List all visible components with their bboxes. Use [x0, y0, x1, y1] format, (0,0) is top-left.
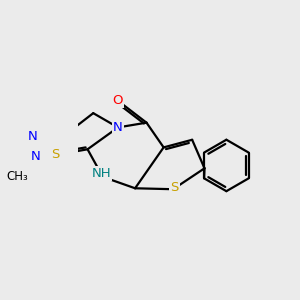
- Text: O: O: [113, 94, 123, 107]
- Text: S: S: [170, 181, 179, 194]
- Text: N: N: [113, 121, 123, 134]
- Text: CH₃: CH₃: [6, 170, 28, 183]
- Text: S: S: [51, 148, 59, 161]
- Text: N: N: [28, 130, 38, 143]
- Text: NH: NH: [92, 167, 111, 180]
- Text: N: N: [31, 150, 41, 163]
